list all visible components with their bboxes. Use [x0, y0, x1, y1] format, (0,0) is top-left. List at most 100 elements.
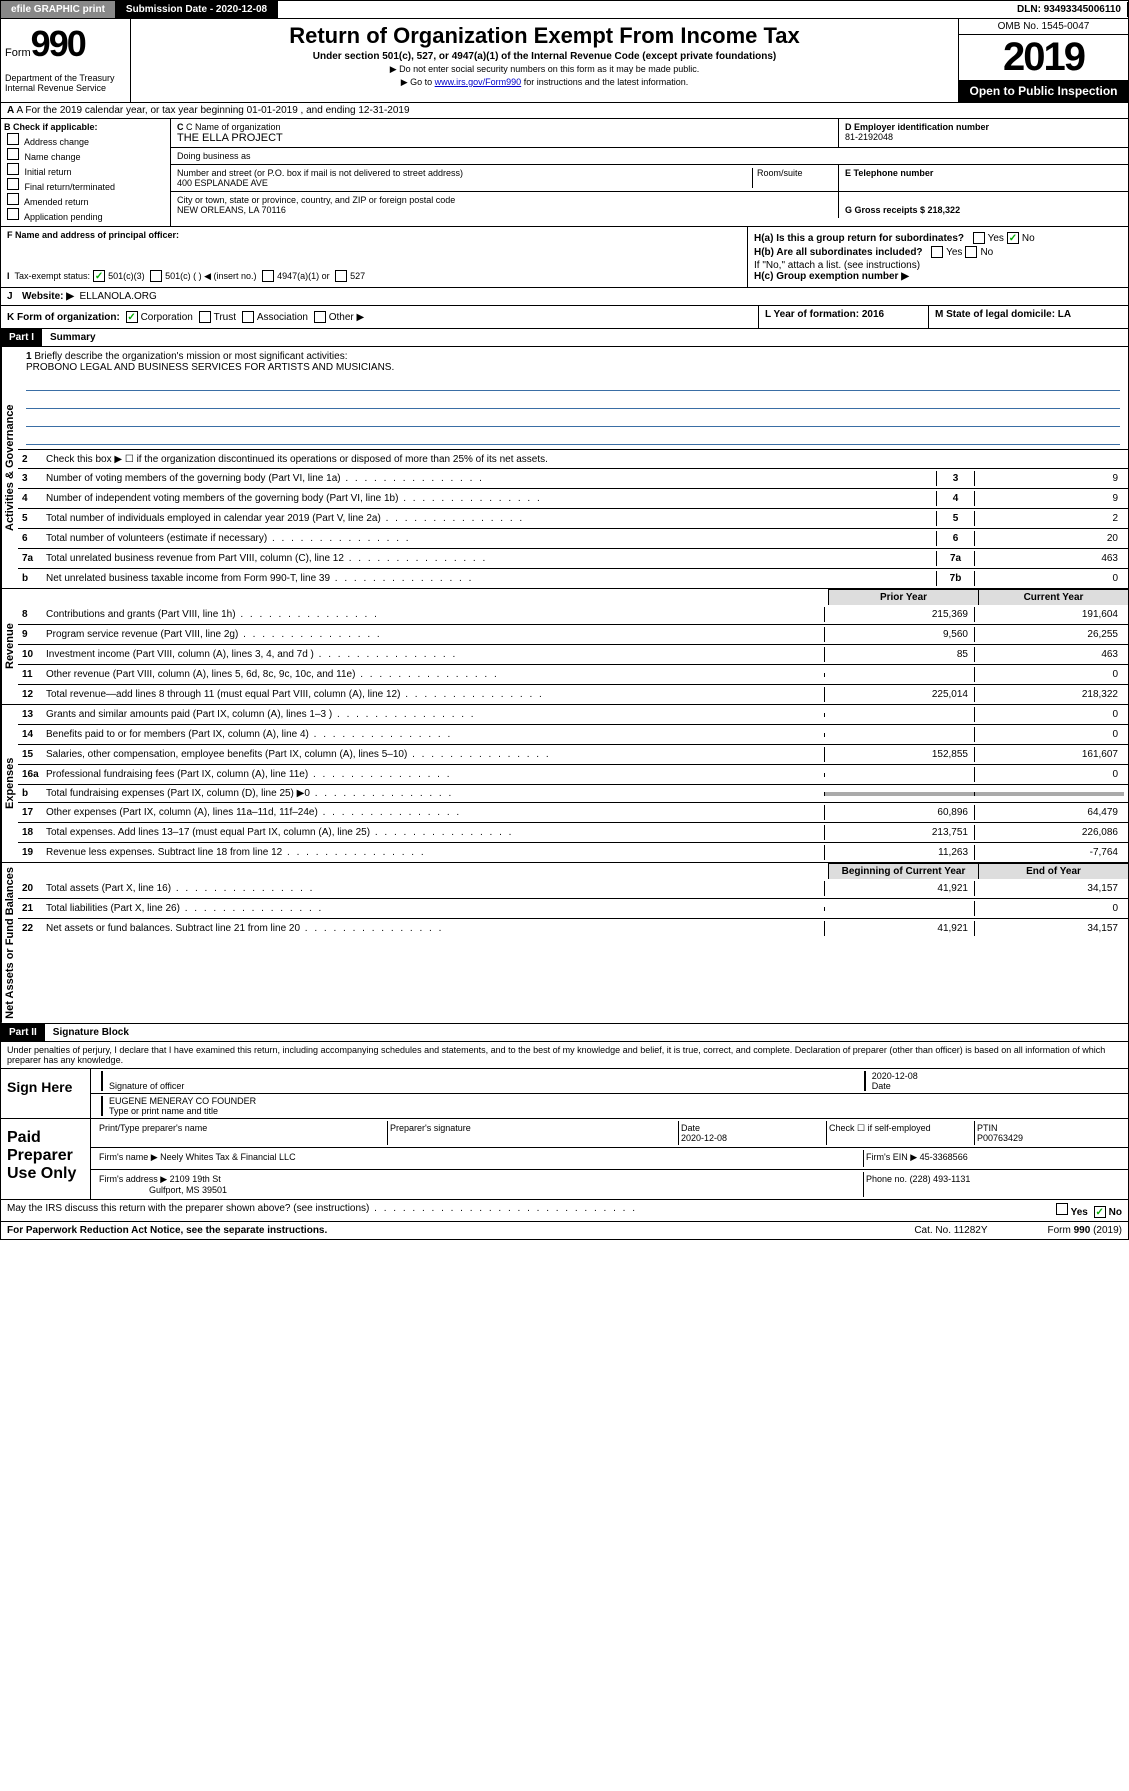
cb-ha-no[interactable] — [1007, 232, 1019, 244]
discuss-row: May the IRS discuss this return with the… — [0, 1200, 1129, 1223]
officer-name: EUGENE MENERAY CO FOUNDER — [109, 1096, 256, 1106]
ha-label: H(a) Is this a group return for subordin… — [754, 233, 964, 244]
form-header: Form990 Department of the Treasury Inter… — [0, 19, 1129, 103]
sign-here-label: Sign Here — [1, 1069, 91, 1118]
street-address: 400 ESPLANADE AVE — [177, 178, 268, 188]
activities-governance: Activities & Governance 1 Briefly descri… — [0, 347, 1129, 589]
part1-header: Part I Summary — [0, 329, 1129, 347]
dln: DLN: 93493345006110 — [1011, 2, 1128, 17]
row-j: J Website: ▶ ELLANOLA.ORG — [0, 288, 1129, 306]
omb-number: OMB No. 1545-0047 — [959, 19, 1128, 35]
cb-4947[interactable] — [262, 270, 274, 282]
sig-officer-label: Signature of officer — [109, 1081, 184, 1091]
top-bar: efile GRAPHIC print Submission Date - 20… — [0, 0, 1129, 19]
row-a: A A For the 2019 calendar year, or tax y… — [0, 103, 1129, 119]
ein-value: 81-2192048 — [845, 132, 1122, 142]
cb-name[interactable] — [7, 148, 19, 160]
cb-final[interactable] — [7, 178, 19, 190]
subtitle-2: ▶ Do not enter social security numbers o… — [135, 64, 954, 75]
addr-label: Number and street (or P.O. box if mail i… — [177, 168, 463, 178]
year-formation: L Year of formation: 2016 — [758, 306, 928, 328]
current-year-hdr: Current Year — [978, 589, 1128, 605]
subtitle-1: Under section 501(c), 527, or 4947(a)(1)… — [135, 51, 954, 62]
room-label: Room/suite — [752, 168, 832, 188]
i-tax-status-label: Tax-exempt status: — [15, 271, 91, 281]
submission-date: Submission Date - 2020-12-08 — [116, 1, 278, 18]
prior-year-hdr: Prior Year — [828, 589, 978, 605]
cat-no: Cat. No. 11282Y — [914, 1225, 987, 1236]
revenue-section: Revenue Prior YearCurrent Year 8Contribu… — [0, 589, 1129, 705]
rev-label: Revenue — [1, 589, 18, 704]
cb-discuss-yes[interactable] — [1056, 1203, 1068, 1215]
cb-501c3[interactable] — [93, 270, 105, 282]
firm-address: 2109 19th St — [170, 1174, 221, 1184]
cb-assoc[interactable] — [242, 311, 254, 323]
net-assets-section: Net Assets or Fund Balances Beginning of… — [0, 863, 1129, 1024]
part2-header: Part II Signature Block — [0, 1024, 1129, 1042]
prep-name-col: Print/Type preparer's name — [97, 1121, 388, 1145]
cb-501c[interactable] — [150, 270, 162, 282]
prep-sig-col: Preparer's signature — [388, 1121, 679, 1145]
tax-year: 2019 — [959, 35, 1128, 80]
penalties-text: Under penalties of perjury, I declare th… — [0, 1042, 1129, 1069]
pra-notice: For Paperwork Reduction Act Notice, see … — [7, 1225, 327, 1236]
gov-label: Activities & Governance — [1, 347, 18, 588]
cb-amended[interactable] — [7, 193, 19, 205]
ptin: P00763429 — [977, 1133, 1023, 1143]
dba-label: Doing business as — [171, 148, 838, 164]
city-label: City or town, state or province, country… — [177, 195, 455, 205]
cb-hb-yes[interactable] — [931, 246, 943, 258]
c-name-label: C C Name of organization — [177, 122, 832, 132]
e-phone-label: E Telephone number — [845, 168, 933, 178]
sign-date: 2020-12-08 — [872, 1071, 918, 1081]
cb-trust[interactable] — [199, 311, 211, 323]
mission-label: Briefly describe the organization's miss… — [34, 351, 347, 362]
section-bcdeg: B Check if applicable: Address change Na… — [0, 119, 1129, 227]
paid-preparer-section: Paid Preparer Use Only Print/Type prepar… — [0, 1119, 1129, 1200]
cb-address[interactable] — [7, 133, 19, 145]
main-title: Return of Organization Exempt From Incom… — [135, 23, 954, 49]
expenses-section: Expenses 13Grants and similar amounts pa… — [0, 705, 1129, 863]
end-year-hdr: End of Year — [978, 863, 1128, 879]
f-principal-label: F Name and address of principal officer: — [7, 230, 179, 240]
cb-discuss-no[interactable] — [1094, 1206, 1106, 1218]
form-ref: Form 990 (2019) — [1048, 1225, 1122, 1236]
cb-hb-no[interactable] — [965, 246, 977, 258]
hb-note: If "No," attach a list. (see instruction… — [754, 260, 1122, 271]
subtitle-3: ▶ Go to www.irs.gov/Form990 for instruct… — [135, 77, 954, 88]
form-number: 990 — [31, 23, 85, 64]
firm-ein: 45-3368566 — [920, 1152, 968, 1162]
cb-527[interactable] — [335, 270, 347, 282]
org-name: THE ELLA PROJECT — [177, 132, 832, 144]
open-public: Open to Public Inspection — [959, 80, 1128, 102]
gross-receipts: G Gross receipts $ 218,322 — [845, 205, 960, 215]
irs-link[interactable]: www.irs.gov/Form990 — [435, 77, 522, 87]
cb-initial[interactable] — [7, 163, 19, 175]
city-state-zip: NEW ORLEANS, LA 70116 — [177, 205, 286, 215]
box-b-header: B Check if applicable: — [4, 122, 98, 132]
website-url: ELLANOLA.ORG — [80, 291, 157, 302]
beg-year-hdr: Beginning of Current Year — [828, 863, 978, 879]
d-ein-label: D Employer identification number — [845, 122, 989, 132]
mission-value: PROBONO LEGAL AND BUSINESS SERVICES FOR … — [26, 362, 1120, 373]
cb-corp[interactable] — [126, 311, 138, 323]
row-klm: K Form of organization: Corporation Trus… — [0, 306, 1129, 329]
cb-other[interactable] — [314, 311, 326, 323]
section-fh: F Name and address of principal officer:… — [0, 227, 1129, 288]
firm-name: Neely Whites Tax & Financial LLC — [160, 1152, 295, 1162]
cb-app-pending[interactable] — [7, 208, 19, 220]
self-emp-col: Check ☐ if self-employed — [827, 1121, 975, 1145]
efile-btn[interactable]: efile GRAPHIC print — [1, 1, 116, 18]
dept-treasury: Department of the Treasury Internal Reve… — [5, 73, 126, 93]
state-domicile: M State of legal domicile: LA — [928, 306, 1128, 328]
footer-row: For Paperwork Reduction Act Notice, see … — [0, 1222, 1129, 1240]
form-word: Form — [5, 47, 31, 59]
sign-here-section: Sign Here Signature of officer 2020-12-0… — [0, 1069, 1129, 1119]
exp-label: Expenses — [1, 705, 18, 862]
hc-label: H(c) Group exemption number ▶ — [754, 271, 1122, 282]
cb-ha-yes[interactable] — [973, 232, 985, 244]
prep-date: 2020-12-08 — [681, 1133, 727, 1143]
hb-label: H(b) Are all subordinates included? — [754, 247, 923, 258]
firm-phone: (228) 493-1131 — [910, 1174, 971, 1184]
net-label: Net Assets or Fund Balances — [1, 863, 18, 1023]
